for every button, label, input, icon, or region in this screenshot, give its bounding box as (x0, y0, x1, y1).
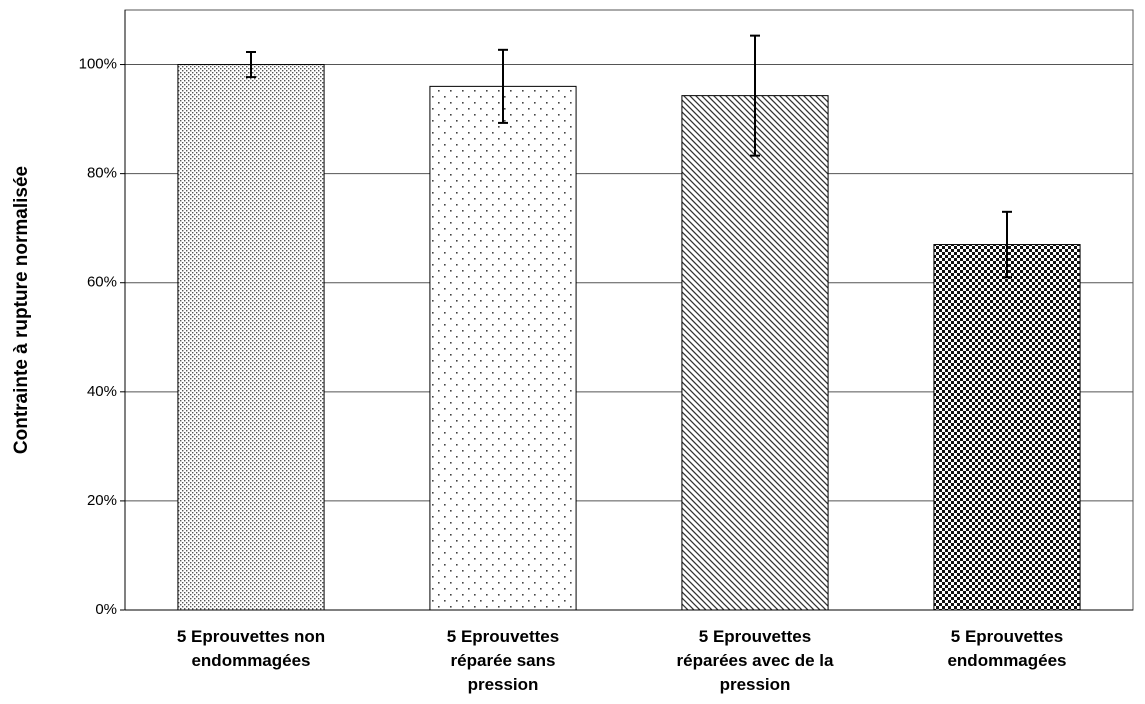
x-tick-label: 5 Eprouvettes réparée sans pression (447, 627, 559, 694)
error-bar (750, 34, 760, 157)
y-tick-label: 20% (87, 492, 117, 509)
error-bar (246, 51, 256, 79)
y-tick-label: 40% (87, 383, 117, 400)
bar (681, 95, 829, 611)
x-tick-label-line: 5 Eprouvettes (951, 627, 1063, 646)
x-tick-label-line: réparée sans (451, 651, 556, 670)
x-tick-label-line: endommagées (191, 651, 310, 670)
y-axis-label: Contrainte à rupture normalisée (11, 166, 32, 454)
bar (429, 85, 577, 611)
x-tick-label: 5 Eprouvettes réparées avec de la pression (677, 627, 834, 694)
bar (933, 244, 1081, 611)
error-bar (498, 48, 508, 124)
bar (177, 64, 325, 611)
y-tick-label: 100% (79, 56, 117, 73)
x-tick-label-line: pression (720, 675, 791, 694)
x-tick-label-line: endommagées (947, 651, 1066, 670)
x-tick-label-line: 5 Eprouvettes (447, 627, 559, 646)
y-tick-label: 80% (87, 165, 117, 182)
y-tick-label: 60% (87, 274, 117, 291)
x-tick-label-line: réparées avec de la (677, 651, 834, 670)
x-tick-label: 5 Eprouvettes non endommagées (177, 627, 325, 670)
error-bar (1002, 210, 1012, 279)
x-tick-label: 5 Eprouvettes endommagées (947, 627, 1066, 670)
x-tick-label-line: pression (468, 675, 539, 694)
x-tick-label-line: 5 Eprouvettes non (177, 627, 325, 646)
x-tick-label-line: 5 Eprouvettes (699, 627, 811, 646)
y-tick-label: 0% (95, 601, 117, 618)
